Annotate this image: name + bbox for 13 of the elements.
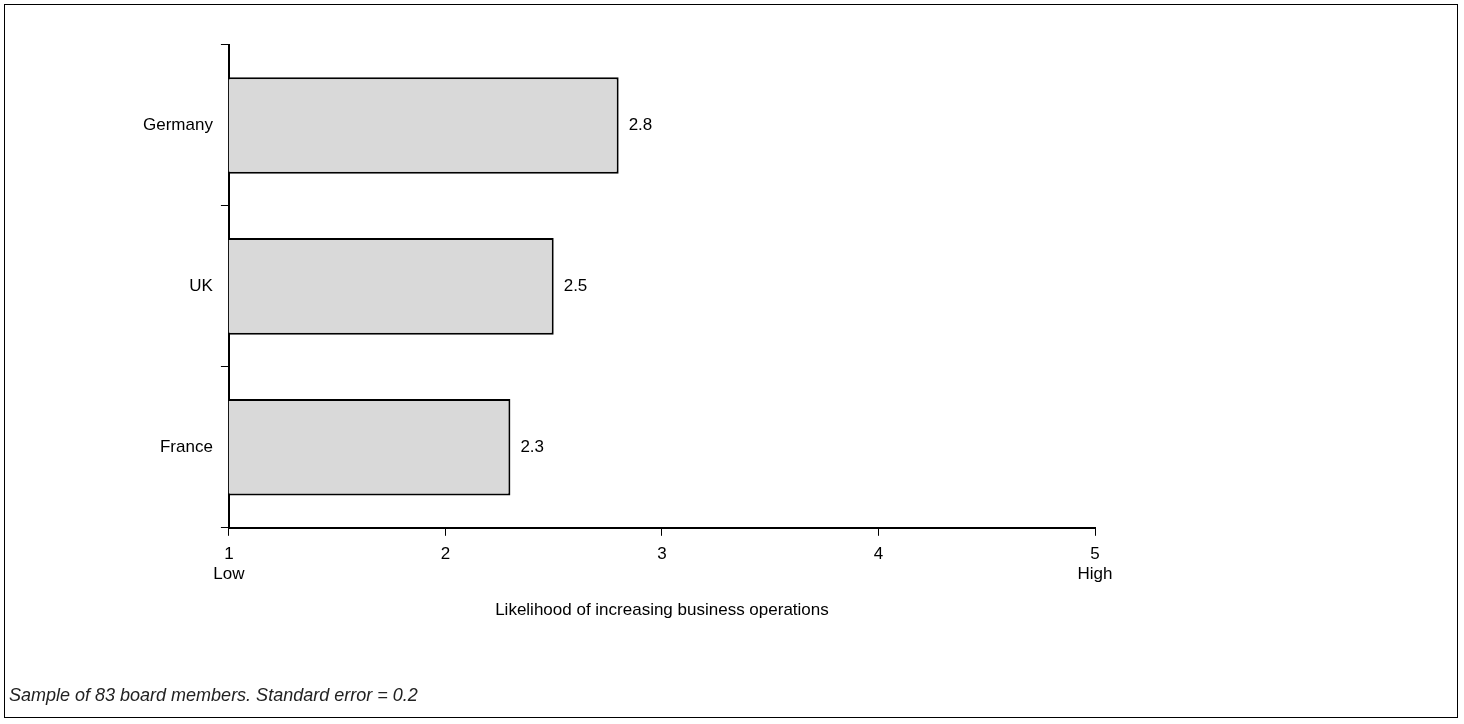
text: Sample of 83 board members. Standard error = 0.2 xyxy=(9,685,418,706)
x-tick-label: 3 xyxy=(657,543,667,563)
data-label: 2.5 xyxy=(563,276,588,296)
x-tick-label: 1 Low xyxy=(213,543,246,584)
y-tick-label: UK xyxy=(189,276,214,296)
x-tick-label: 2 xyxy=(440,543,451,563)
x-axis-title: Likelihood of increasing business operations xyxy=(495,600,829,620)
y-tick-label: France xyxy=(159,437,213,457)
x-tick-label: 4 xyxy=(873,543,884,563)
data-label: 2.3 xyxy=(520,437,545,457)
x-tick-label: 5 High xyxy=(1077,543,1113,584)
data-label: 2.8 xyxy=(628,115,653,135)
y-tick-label: Germany xyxy=(142,115,214,135)
